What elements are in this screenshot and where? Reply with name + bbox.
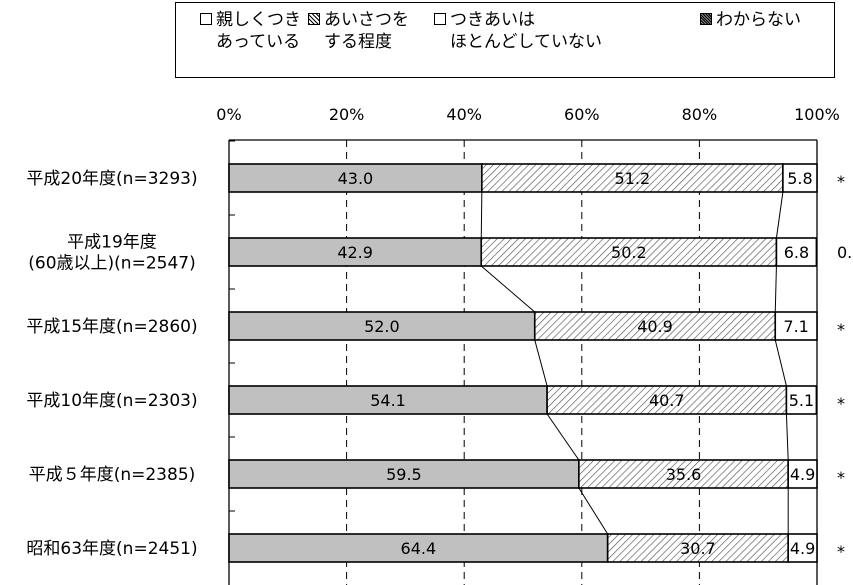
x-tick-label: 0% (216, 105, 241, 124)
data-label: 4.9 (790, 539, 815, 558)
bar-segment (774, 311, 818, 341)
data-label: 59.5 (386, 465, 422, 484)
bar-segment (787, 459, 818, 489)
data-label: 42.9 (337, 243, 373, 262)
bar-segment (228, 533, 609, 563)
x-tick-label: 40% (446, 105, 482, 124)
connector-line (775, 191, 784, 239)
connector-line (534, 339, 548, 387)
data-label: 5.8 (787, 169, 812, 188)
connector-line (774, 339, 787, 387)
outside-label: * (837, 542, 845, 561)
category-label: 平成20年度(n=3293) (26, 169, 197, 189)
bar-segment (228, 385, 548, 415)
category-label: 平成10年度(n=2303) (26, 391, 197, 411)
outside-label: 0.1 (837, 243, 853, 262)
category-label: 平成５年度(n=2385) (29, 465, 196, 485)
legend-swatch-unknown (700, 13, 712, 25)
x-tick-label: 80% (682, 105, 718, 124)
data-label: 51.2 (615, 169, 651, 188)
bar-segment (228, 163, 483, 193)
connector-line (774, 265, 777, 313)
category-label: 昭和63年度(n=2451) (26, 539, 197, 559)
data-label: 50.2 (611, 243, 647, 262)
connector-line (546, 413, 580, 461)
bar-segment (782, 163, 818, 193)
data-label: 35.6 (666, 465, 702, 484)
data-label: 30.7 (680, 539, 716, 558)
legend: 親しくつき あっている あいさつを する程度 つきあいは ほとんどしていない わ… (175, 2, 835, 78)
bar-segment (785, 385, 818, 415)
x-tick-label: 20% (329, 105, 365, 124)
legend-swatch-rarely (434, 13, 446, 25)
connector-line (480, 265, 536, 313)
legend-swatch-greeting (308, 13, 320, 25)
connector-line (785, 413, 789, 461)
outside-label: * (837, 394, 845, 413)
legend-swatch-close (200, 13, 212, 25)
category-label: 平成15年度(n=2860) (26, 317, 197, 337)
data-label: 6.8 (784, 243, 809, 262)
category-label: 平成19年度 (67, 233, 157, 253)
bar-segment (775, 237, 818, 267)
x-tick-label: 60% (564, 105, 600, 124)
connector-line (578, 487, 609, 535)
data-label: 4.9 (790, 465, 815, 484)
bar-segment (787, 533, 818, 563)
bar-segment (606, 533, 789, 563)
bar-segment (578, 459, 789, 489)
outside-label: * (837, 172, 845, 191)
legend-label: 親しくつき あっている (216, 10, 301, 52)
legend-label: あいさつを する程度 (324, 10, 409, 52)
data-label: 7.1 (783, 317, 808, 336)
data-label: 64.4 (401, 539, 437, 558)
bar-segment (546, 385, 788, 415)
bar-segment (480, 237, 778, 267)
data-label: 43.0 (338, 169, 374, 188)
data-label: 5.1 (789, 391, 814, 410)
outside-label: * (837, 468, 845, 487)
data-label: 40.9 (637, 317, 673, 336)
outside-label: * (837, 320, 845, 339)
legend-label: わからない (716, 10, 801, 30)
bar-segment (228, 459, 580, 489)
data-label: 52.0 (364, 317, 400, 336)
category-label: (60歳以上)(n=2547) (28, 254, 195, 274)
x-tick-label: 100% (794, 105, 840, 124)
bar-segment (533, 311, 777, 341)
connector-line (480, 191, 483, 239)
legend-label: つきあいは ほとんどしていない (450, 10, 602, 52)
data-label: 40.7 (649, 391, 685, 410)
bar-segment (228, 311, 536, 341)
data-label: 54.1 (370, 391, 406, 410)
